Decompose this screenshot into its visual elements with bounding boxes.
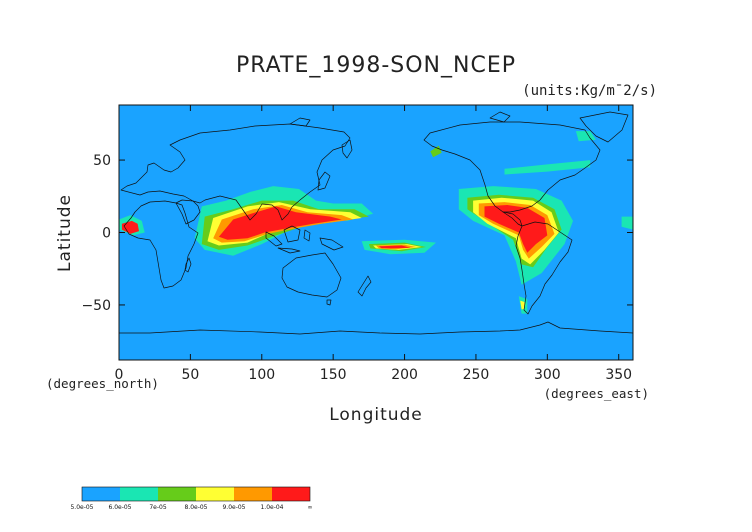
colorbar-swatch xyxy=(196,487,234,501)
y-axis: 50 0 −50 xyxy=(81,153,633,314)
precip-region-level-5 xyxy=(218,206,342,240)
x-tick-label: 200 xyxy=(391,367,418,383)
x-unit-label: (degrees_east) xyxy=(544,386,649,401)
colorbar-label: 6.0e-05 xyxy=(108,504,131,511)
colorbar-swatch xyxy=(120,487,158,501)
x-tick-label: 100 xyxy=(248,367,275,383)
colorbar: 5.0e-05 6.0e-05 7e-05 8.0e-05 9.0e-05 1.0e-04… xyxy=(70,486,313,511)
y-unit-label: (degrees_north) xyxy=(46,376,159,391)
x-tick-label: 350 xyxy=(605,367,632,383)
coastlines xyxy=(119,111,633,335)
colorbar-label: 9.0e-05 xyxy=(222,504,245,511)
chart-units: (units:Kg/m¯2/s) xyxy=(522,83,657,99)
colorbar-frame xyxy=(81,486,311,502)
y-axis-label: Latitude xyxy=(55,194,75,272)
chart-title: PRATE_1998-SON_NCEP xyxy=(236,53,516,78)
colorbar-swatch xyxy=(82,487,120,501)
colorbar-swatch xyxy=(272,487,310,501)
colorbar-swatch xyxy=(234,487,272,501)
y-tick-label: 0 xyxy=(102,226,111,242)
y-tick-label: −50 xyxy=(81,298,111,314)
precip-region-level-3 xyxy=(520,300,525,310)
x-axis: 0 50 100 150 200 250 300 350 xyxy=(115,105,632,383)
colorbar-label: ∞ xyxy=(308,504,313,511)
colorbar-label: 1.0e-04 xyxy=(260,504,283,511)
precip-region-level-5 xyxy=(484,205,548,253)
colorbar-swatch xyxy=(158,487,196,501)
colorbar-label: 5.0e-05 xyxy=(70,504,93,511)
x-tick-label: 50 xyxy=(181,367,199,383)
y-tick-label: 50 xyxy=(93,153,111,169)
plot-area xyxy=(118,104,634,361)
colorbar-label: 8.0e-05 xyxy=(184,504,207,511)
x-tick-label: 300 xyxy=(534,367,561,383)
colorbar-label: 7e-05 xyxy=(149,504,166,511)
x-axis-label: Longitude xyxy=(329,405,423,425)
precip-region-level-5 xyxy=(378,245,411,249)
x-tick-label: 0 xyxy=(115,367,124,383)
precip-region-level-5 xyxy=(121,220,139,234)
x-tick-label: 150 xyxy=(320,367,347,383)
precip-region-level-1 xyxy=(504,160,591,175)
precip-region-level-1 xyxy=(621,216,633,230)
x-tick-label: 250 xyxy=(463,367,490,383)
